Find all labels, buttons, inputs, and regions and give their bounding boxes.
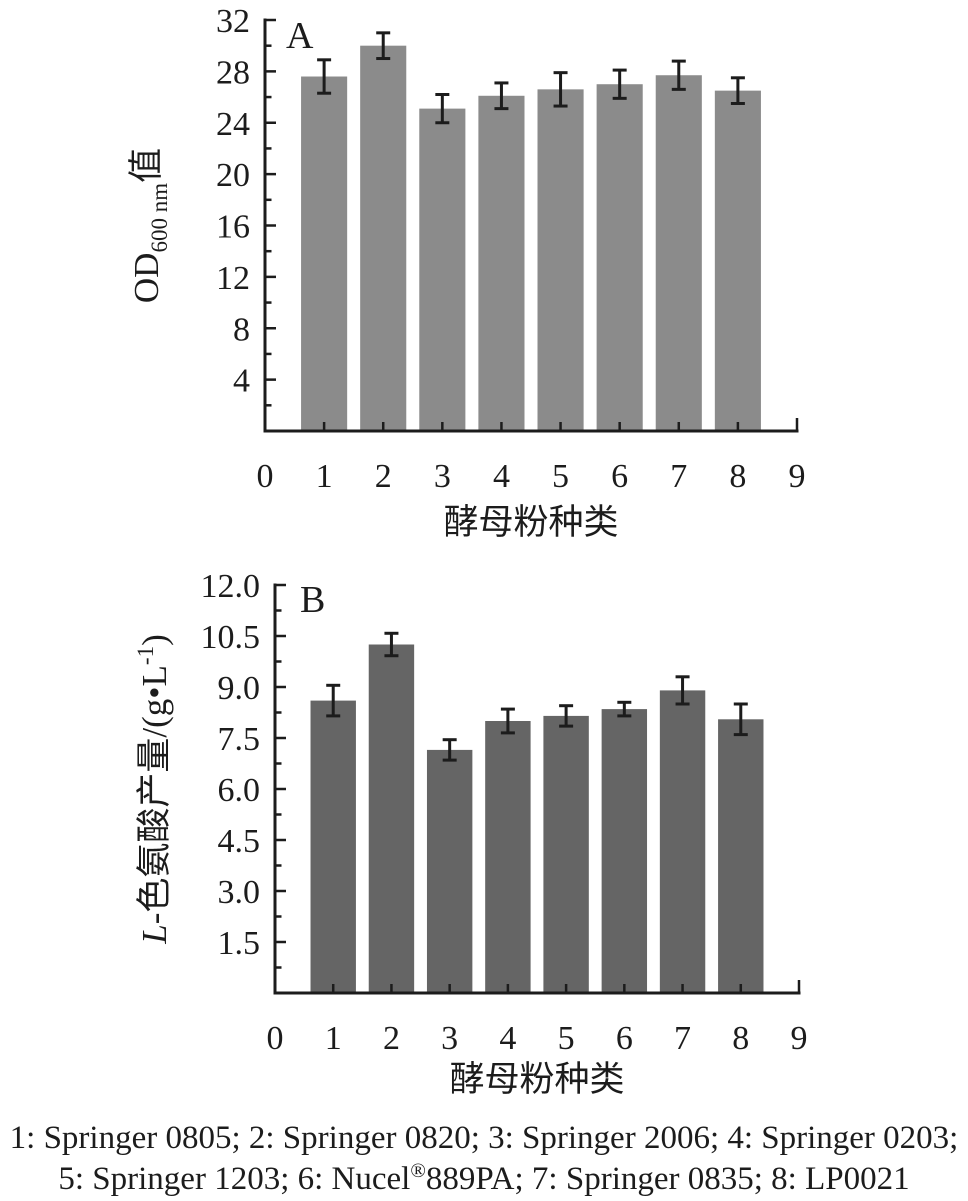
- y-tick-label: 8: [233, 311, 250, 348]
- x-tick-label: 1: [325, 1020, 342, 1057]
- x-tick-label: 6: [611, 458, 628, 495]
- x-tick-label: 3: [434, 458, 451, 495]
- y-tick-label: 16: [216, 209, 250, 246]
- registered-trademark-icon: ®: [410, 1160, 426, 1182]
- y-axis-label-part: 值: [127, 148, 166, 183]
- y-tick-label: 10.5: [201, 619, 261, 656]
- x-tick-label: 1: [316, 458, 333, 495]
- y-tick-label: 1.5: [218, 925, 261, 962]
- x-tick-label: 0: [257, 458, 274, 495]
- x-axis-label: 酵母粉种类: [449, 1060, 624, 1099]
- x-tick-label: 2: [375, 458, 392, 495]
- bar: [368, 644, 415, 993]
- x-tick-label: 5: [558, 1020, 575, 1057]
- chart-panel-b: 1.5 3.0 4.5 6.0 7.5 9.0 10.5 12.0 0 1 2 3 4 5 6 7 8 9 酵母粉种…: [133, 568, 808, 1099]
- panel-letter: B: [300, 579, 325, 621]
- y-tick-label: 3.0: [218, 874, 261, 911]
- y-tick-label: 7.5: [218, 721, 261, 758]
- y-tick-label: 32: [216, 3, 250, 40]
- bar: [419, 108, 466, 431]
- x-tick-label: 2: [383, 1020, 400, 1057]
- y-axis-label-part: L: [135, 924, 174, 944]
- bar: [655, 75, 702, 432]
- bar: [543, 715, 589, 993]
- figure-caption: 1: Springer 0805; 2: Springer 0820; 3: S…: [0, 1118, 968, 1200]
- x-tick-label: 7: [674, 1020, 691, 1057]
- x-tick-label: 4: [499, 1020, 516, 1057]
- y-axis-label-part: -1: [133, 646, 158, 665]
- y-axis-label-part: -色氨酸产量/(g•L: [135, 665, 174, 924]
- x-tick-label: 7: [670, 458, 687, 495]
- bar: [485, 721, 531, 993]
- x-axis-label: 酵母粉种类: [443, 503, 618, 542]
- caption-line-2-text: 889PA; 7: Springer 0835; 8: LP0021: [425, 1161, 910, 1197]
- bar: [301, 76, 348, 431]
- y-axis-label-part: ): [135, 634, 174, 646]
- bar: [596, 84, 643, 431]
- x-tick-label: 8: [732, 1020, 749, 1057]
- caption-line-2-text: 5: Springer 1203; 6: Nucel: [58, 1161, 411, 1197]
- x-tick-label: 6: [616, 1020, 633, 1057]
- bar: [718, 719, 764, 993]
- bar: [426, 749, 473, 993]
- y-tick-label: 4: [233, 363, 250, 400]
- caption-line-2: 5: Springer 1203; 6: Nucel®889PA; 7: Spr…: [0, 1159, 968, 1200]
- y-tick-label: 4.5: [218, 823, 261, 860]
- y-tick-label: 24: [216, 106, 250, 143]
- bar: [601, 709, 648, 993]
- bar: [659, 690, 706, 993]
- bar: [537, 89, 584, 431]
- bar: [310, 700, 356, 993]
- caption-line-1: 1: Springer 0805; 2: Springer 0820; 3: S…: [9, 1120, 959, 1156]
- x-tick-label: 3: [441, 1020, 458, 1057]
- x-tick-label: 5: [552, 458, 569, 495]
- y-tick-label: 9.0: [218, 670, 261, 707]
- y-axis-label-part: OD: [127, 253, 166, 304]
- y-axis-label: OD600 nm值: [127, 148, 172, 303]
- bar: [478, 95, 525, 431]
- y-axis-label: L-色氨酸产量/(g•L-1): [133, 634, 174, 944]
- bar: [714, 90, 761, 431]
- x-tick-label: 8: [729, 458, 746, 495]
- y-tick-label: 6.0: [218, 772, 261, 809]
- y-tick-label: 12.0: [201, 568, 261, 605]
- y-tick-label: 28: [216, 54, 250, 91]
- x-tick-label: 4: [493, 458, 510, 495]
- x-tick-label: 9: [789, 458, 806, 495]
- x-tick-label: 9: [791, 1020, 808, 1057]
- x-tick-label: 0: [267, 1020, 284, 1057]
- y-tick-label: 20: [216, 157, 250, 194]
- y-axis-label-part: 600 nm: [147, 183, 172, 253]
- y-tick-label: 12: [216, 260, 250, 297]
- bar: [360, 45, 407, 431]
- panel-letter: A: [286, 15, 314, 57]
